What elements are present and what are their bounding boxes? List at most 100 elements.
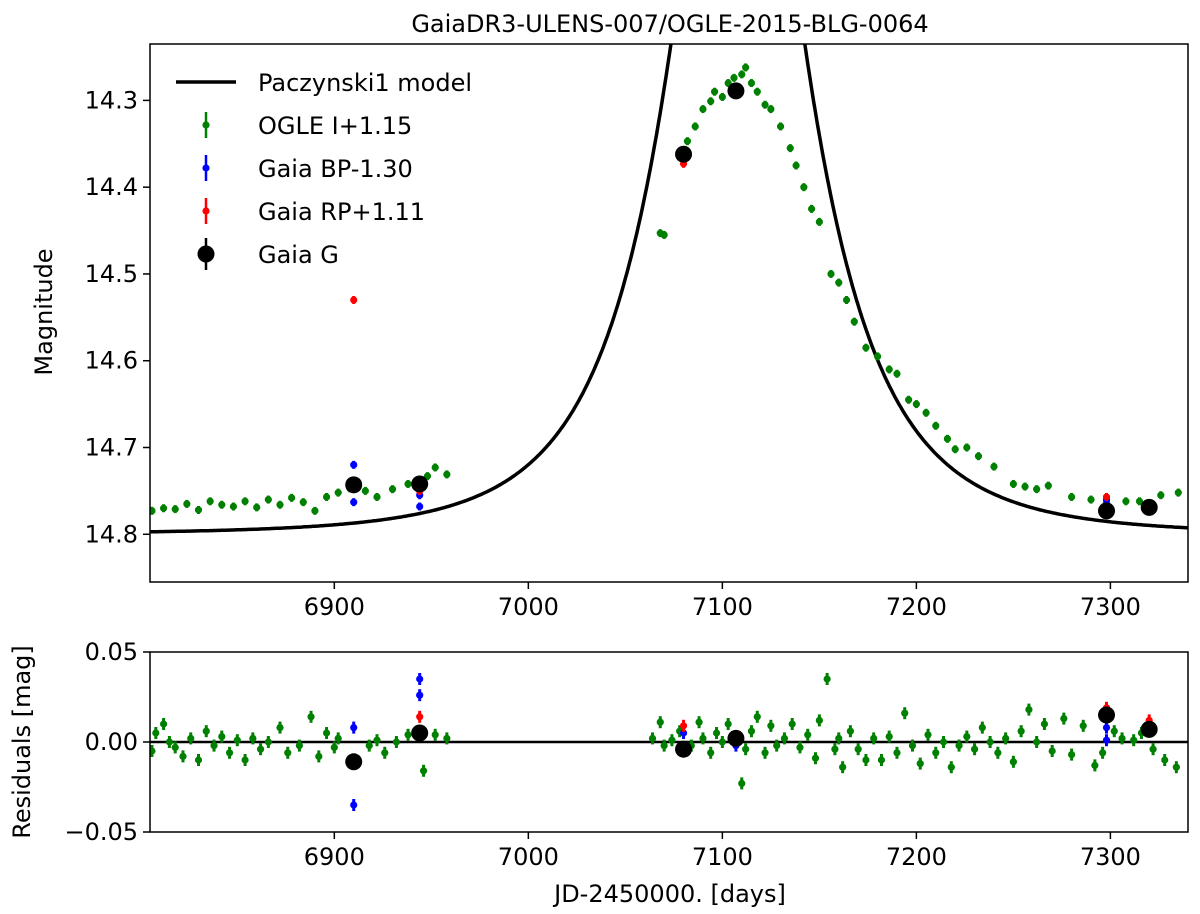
data-point — [229, 502, 238, 511]
data-point — [225, 749, 234, 757]
data-point — [1098, 502, 1116, 520]
data-point — [767, 105, 775, 113]
x-axis-ticks: 6900 7000 7100 7200 7300 — [304, 582, 1141, 621]
data-point — [404, 480, 412, 488]
data-point — [276, 501, 284, 509]
legend-entry-gaia-rp-1-11: Gaia RP+1.11 — [202, 198, 425, 226]
data-point — [1025, 706, 1033, 714]
data-point — [916, 760, 924, 768]
data-point — [747, 79, 756, 87]
data-point — [730, 74, 738, 82]
data-point — [905, 396, 913, 404]
data-point — [373, 736, 381, 744]
data-point — [1044, 482, 1052, 490]
data-point — [796, 743, 804, 752]
data-point — [780, 734, 789, 743]
data-point — [1021, 482, 1029, 491]
data-point — [994, 749, 1002, 757]
data-point — [695, 718, 703, 726]
data-point — [411, 724, 429, 742]
data-point — [786, 144, 794, 152]
data-point — [947, 763, 955, 771]
data-point — [718, 93, 726, 101]
residuals-y-axis-label: Residuals [mag] — [8, 645, 36, 839]
data-point — [660, 742, 668, 750]
data-point — [311, 507, 319, 515]
data-point — [1048, 747, 1056, 755]
data-point — [431, 731, 439, 739]
data-point — [846, 727, 855, 735]
chart-title: GaiaDR3-ULENS-007/OGLE-2015-BLG-0064 — [411, 10, 928, 38]
data-point — [955, 742, 963, 750]
data-point — [187, 734, 195, 743]
data-point — [679, 729, 688, 737]
data-point — [350, 801, 358, 809]
data-point — [1140, 720, 1158, 738]
data-point — [334, 734, 342, 743]
data-point — [885, 733, 893, 741]
data-point — [699, 105, 707, 113]
data-point — [233, 736, 241, 744]
data-point — [1002, 734, 1010, 743]
data-point — [951, 445, 959, 453]
series-gaia-g — [345, 82, 1158, 520]
data-point — [315, 752, 323, 761]
data-point — [416, 502, 424, 511]
y-tick-label: 14.4 — [85, 173, 138, 201]
data-point — [870, 734, 878, 743]
data-point — [712, 729, 721, 737]
data-point — [350, 724, 358, 732]
data-point — [753, 713, 761, 721]
data-point — [288, 494, 296, 502]
y-tick-label: 14.8 — [85, 520, 138, 548]
data-point — [788, 720, 796, 728]
y-tick-label: 0.00 — [85, 728, 138, 756]
data-point — [932, 422, 940, 430]
data-point — [675, 145, 693, 163]
data-point — [218, 733, 226, 741]
data-point — [150, 507, 156, 515]
legend-marker-swatch — [202, 207, 210, 215]
legend-label: OGLE I+1.15 — [258, 112, 412, 140]
data-point — [206, 497, 214, 505]
data-point — [862, 756, 870, 764]
series-gaia-g — [345, 706, 1158, 771]
data-point — [1079, 722, 1087, 730]
data-point — [381, 749, 389, 757]
data-point — [707, 749, 715, 757]
data-point — [835, 279, 843, 287]
legend-entry-gaia-bp-1-30: Gaia BP-1.30 — [202, 155, 413, 183]
data-point — [241, 497, 249, 505]
residuals-plot-area — [150, 673, 1188, 811]
data-point — [350, 498, 358, 506]
data-point — [416, 713, 424, 721]
data-point — [171, 743, 179, 752]
data-point — [284, 749, 292, 757]
data-point — [210, 742, 218, 750]
legend-label: Gaia RP+1.11 — [258, 198, 425, 226]
data-point — [1110, 727, 1118, 735]
data-point — [307, 713, 315, 721]
data-point — [159, 504, 168, 512]
x-tick-label: 7200 — [886, 593, 947, 621]
data-point — [908, 742, 917, 750]
data-point — [1118, 734, 1126, 743]
data-point — [939, 738, 948, 746]
residuals-x-axis-ticks: 6900 7000 7100 7200 7300 — [304, 832, 1141, 871]
data-point — [1009, 758, 1017, 766]
data-point — [350, 461, 358, 469]
residuals-plot-frame — [149, 651, 1189, 833]
data-point — [656, 718, 664, 726]
data-point — [815, 716, 823, 725]
series-gaia-bp-1-30 — [350, 152, 1111, 511]
data-point — [218, 501, 226, 509]
data-point — [253, 503, 261, 511]
legend-label: Paczynski1 model — [258, 69, 472, 97]
data-point — [683, 137, 692, 145]
x-tick-label: 7100 — [692, 593, 753, 621]
data-point — [1130, 736, 1138, 744]
legend-label: Gaia G — [258, 241, 339, 269]
data-point — [724, 720, 732, 728]
legend-marker-swatch — [202, 164, 210, 172]
